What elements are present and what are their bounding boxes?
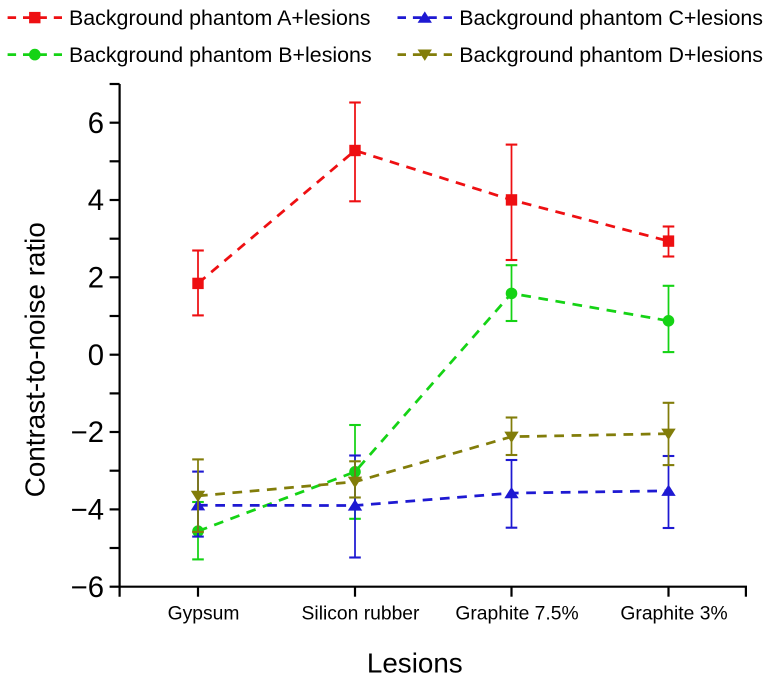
svg-text:4: 4 [88, 184, 104, 217]
svg-text:Background phantom A+lesions: Background phantom A+lesions [69, 6, 370, 30]
svg-text:0: 0 [88, 339, 104, 372]
svg-text:Background phantom D+lesions: Background phantom D+lesions [459, 43, 763, 67]
svg-text:Background phantom C+lesions: Background phantom C+lesions [459, 6, 763, 30]
svg-text:Lesions: Lesions [367, 647, 463, 678]
svg-text:2: 2 [88, 262, 104, 295]
svg-text:Graphite 3%: Graphite 3% [620, 604, 727, 625]
svg-text:Background phantom B+lesions: Background phantom B+lesions [69, 43, 372, 67]
svg-text:−2: −2 [71, 416, 104, 449]
svg-text:Silicon rubber: Silicon rubber [302, 604, 420, 625]
svg-text:Contrast-to-noise ratio: Contrast-to-noise ratio [19, 222, 50, 497]
svg-text:−4: −4 [71, 494, 104, 527]
svg-text:−6: −6 [71, 571, 104, 604]
svg-text:Gypsum: Gypsum [168, 604, 240, 625]
svg-text:6: 6 [88, 107, 104, 140]
svg-text:Graphite 7.5%: Graphite 7.5% [455, 604, 578, 625]
